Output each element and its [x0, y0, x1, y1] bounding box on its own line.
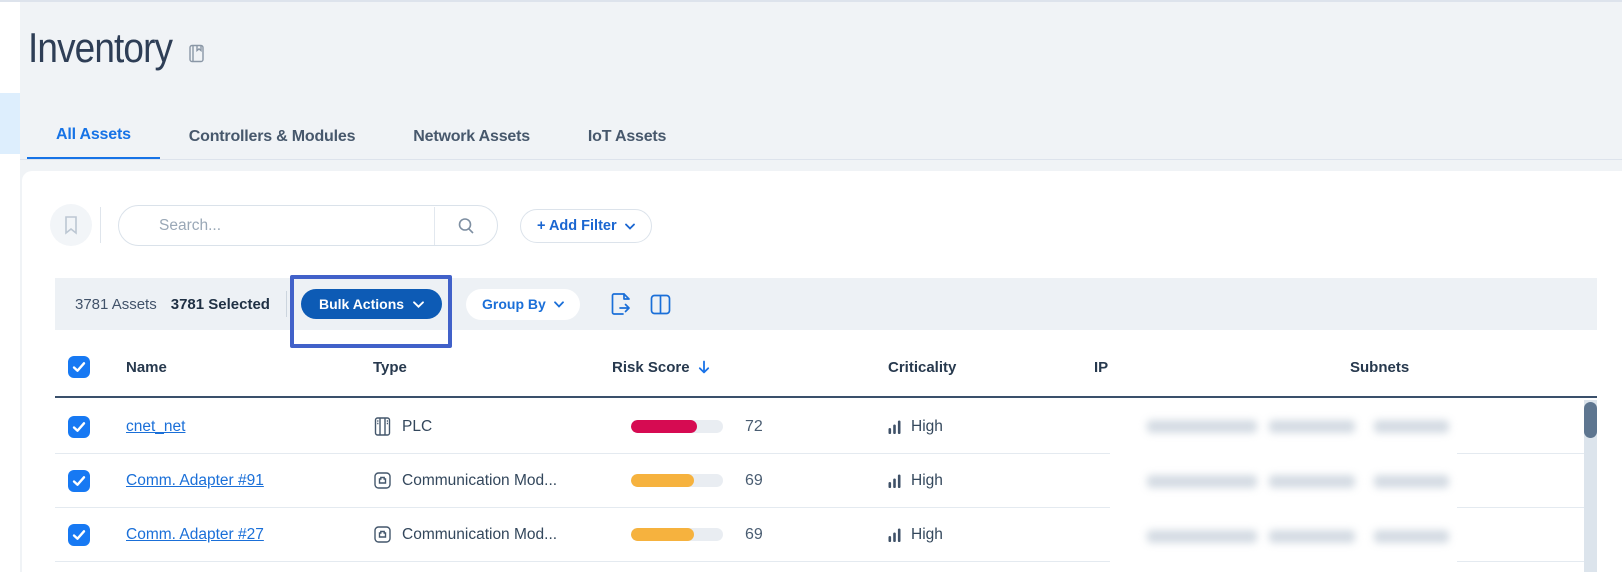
redacted-ip-value [1269, 420, 1355, 433]
criticality-label: High [911, 525, 943, 543]
columns-icon [649, 293, 672, 316]
tab-network-assets[interactable]: Network Assets [413, 127, 530, 145]
collapsed-sidebar-rail [0, 2, 20, 572]
bar-chart-icon [888, 473, 902, 489]
filter-divider [100, 207, 101, 243]
redacted-subnet-value [1374, 475, 1449, 488]
column-header-type[interactable]: Type [373, 358, 407, 376]
comm-module-icon [373, 471, 392, 490]
table-body: cnet_net PLC [55, 400, 1597, 562]
export-button[interactable] [610, 292, 633, 317]
search-bar [118, 205, 498, 246]
risk-score-value: 69 [745, 525, 763, 543]
table-row: Comm. Adapter #27 Communication Mod... [55, 508, 1597, 562]
chevron-down-icon [553, 300, 564, 308]
redacted-subnet-value [1374, 530, 1449, 543]
redacted-ip-value [1147, 475, 1257, 488]
risk-score-value: 69 [745, 471, 763, 489]
redacted-ip-subnets-region [1110, 399, 1457, 572]
search-submit-button[interactable] [435, 206, 497, 245]
group-by-label: Group By [482, 296, 546, 312]
columns-button[interactable] [649, 293, 672, 316]
risk-score-bar-fill [631, 528, 695, 541]
search-inner-divider [434, 206, 435, 245]
table-row: cnet_net PLC [55, 400, 1597, 454]
checkmark-icon [72, 421, 86, 433]
column-header-criticality[interactable]: Criticality [888, 358, 957, 376]
add-filter-button[interactable]: + Add Filter [520, 209, 652, 243]
content-card: + Add Filter 3781 Assets 3781 Selected B… [22, 171, 1622, 572]
bulk-actions-button[interactable]: Bulk Actions [300, 289, 443, 319]
asset-name-link[interactable]: Comm. Adapter #91 [126, 471, 264, 489]
assets-count: 3781 Assets [75, 295, 157, 313]
plc-icon [373, 416, 392, 437]
toolbar-divider [285, 291, 287, 317]
tab-iot-assets[interactable]: IoT Assets [587, 127, 667, 145]
asset-type-label: Communication Mod... [402, 471, 558, 489]
group-by-button[interactable]: Group By [466, 288, 580, 320]
select-all-checkbox[interactable] [68, 356, 90, 378]
table-row: Comm. Adapter #91 Communication Mod... [55, 454, 1597, 508]
bar-chart-icon [888, 419, 902, 435]
chevron-down-icon [413, 300, 424, 308]
search-input[interactable] [119, 216, 434, 235]
chevron-down-icon [624, 223, 635, 230]
risk-score-bar-fill [631, 474, 695, 487]
criticality-label: High [911, 471, 943, 489]
risk-score-bar [631, 420, 723, 433]
asset-name-link[interactable]: cnet_net [126, 417, 186, 435]
book-icon[interactable] [186, 43, 207, 64]
checkmark-icon [72, 529, 86, 541]
add-filter-label: + Add Filter [537, 218, 617, 234]
bar-chart-icon [888, 527, 902, 543]
bookmark-icon [62, 215, 80, 235]
top-hairline [0, 0, 1622, 2]
sort-desc-icon [698, 360, 710, 374]
risk-score-bar-fill [631, 420, 698, 433]
checkmark-icon [72, 361, 86, 373]
risk-score-value: 72 [745, 417, 763, 435]
tab-all-assets[interactable]: All Assets [27, 113, 160, 160]
redacted-ip-value [1269, 475, 1355, 488]
row-checkbox[interactable] [68, 523, 90, 546]
column-header-risk-score[interactable]: Risk Score [612, 359, 855, 376]
asset-name-link[interactable]: Comm. Adapter #27 [126, 525, 264, 543]
search-icon [456, 216, 476, 236]
export-icon [610, 292, 633, 317]
vertical-scrollbar[interactable] [1584, 400, 1597, 572]
checkmark-icon [72, 475, 86, 487]
comm-module-icon [373, 525, 392, 544]
redacted-ip-value [1147, 530, 1257, 543]
column-header-ip[interactable]: IP [1094, 358, 1109, 376]
saved-views-button[interactable] [50, 204, 92, 246]
asset-type-label: Communication Mod... [402, 525, 558, 543]
risk-score-bar [631, 528, 723, 541]
bulk-actions-label: Bulk Actions [318, 296, 405, 312]
column-header-name[interactable]: Name [126, 358, 167, 376]
tab-controllers-modules[interactable]: Controllers & Modules [188, 127, 356, 145]
vertical-scrollbar-thumb[interactable] [1584, 402, 1597, 438]
row-checkbox[interactable] [68, 469, 90, 492]
page-title: Inventory [28, 24, 173, 71]
tab-bar: All Assets Controllers & Modules Network… [27, 113, 695, 160]
asset-type-label: PLC [402, 417, 433, 435]
redacted-subnet-value [1374, 420, 1449, 433]
column-header-subnets[interactable]: Subnets [1350, 358, 1410, 376]
redacted-ip-value [1147, 420, 1257, 433]
table-toolbar: 3781 Assets 3781 Selected Bulk Actions G… [55, 278, 1597, 330]
criticality-label: High [911, 417, 943, 435]
tabs-divider [20, 159, 1622, 160]
table-header: Name Type Risk Score Criticality IP Subn… [55, 338, 1597, 398]
selected-count: 3781 Selected [170, 295, 270, 313]
risk-score-bar [631, 474, 723, 487]
redacted-ip-value [1269, 530, 1355, 543]
row-checkbox[interactable] [68, 415, 90, 438]
sidebar-active-indicator [0, 93, 20, 154]
